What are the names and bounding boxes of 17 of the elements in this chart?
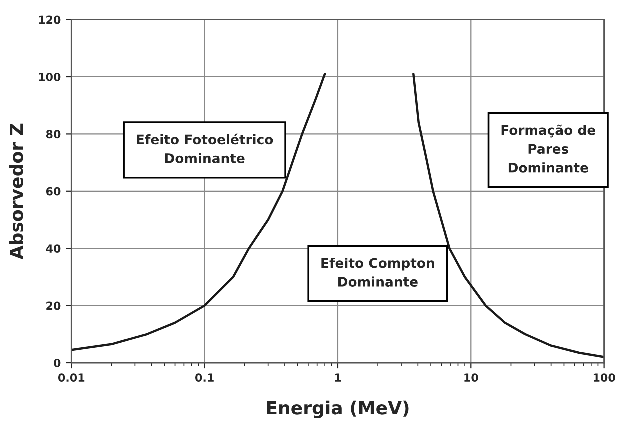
y-tick-label: 0 [54,358,61,368]
x-tick-label: 0.01 [58,374,85,382]
x-tick-label: 0.1 [196,374,214,382]
y-tick-label: 60 [46,187,61,196]
y-tick-label: 80 [46,130,61,139]
y-tick-label: 100 [39,72,61,82]
x-axis-title: Energia (MeV) [267,400,409,418]
y-tick-label: 40 [46,244,61,253]
x-tick-label: 1 [335,374,342,382]
y-tick-label: 120 [39,16,61,24]
y-axis-title: Absorvedor Z [9,124,24,260]
x-tick-label: 10 [464,374,478,382]
annotation: Efeito Fotoelétrico Dominante [137,134,274,164]
x-tick-label: 100 [594,374,616,382]
y-tick-label: 20 [46,302,61,310]
annotation: Formação de Pares Dominante [502,124,596,173]
annotation: Efeito Compton Dominante [322,258,434,287]
